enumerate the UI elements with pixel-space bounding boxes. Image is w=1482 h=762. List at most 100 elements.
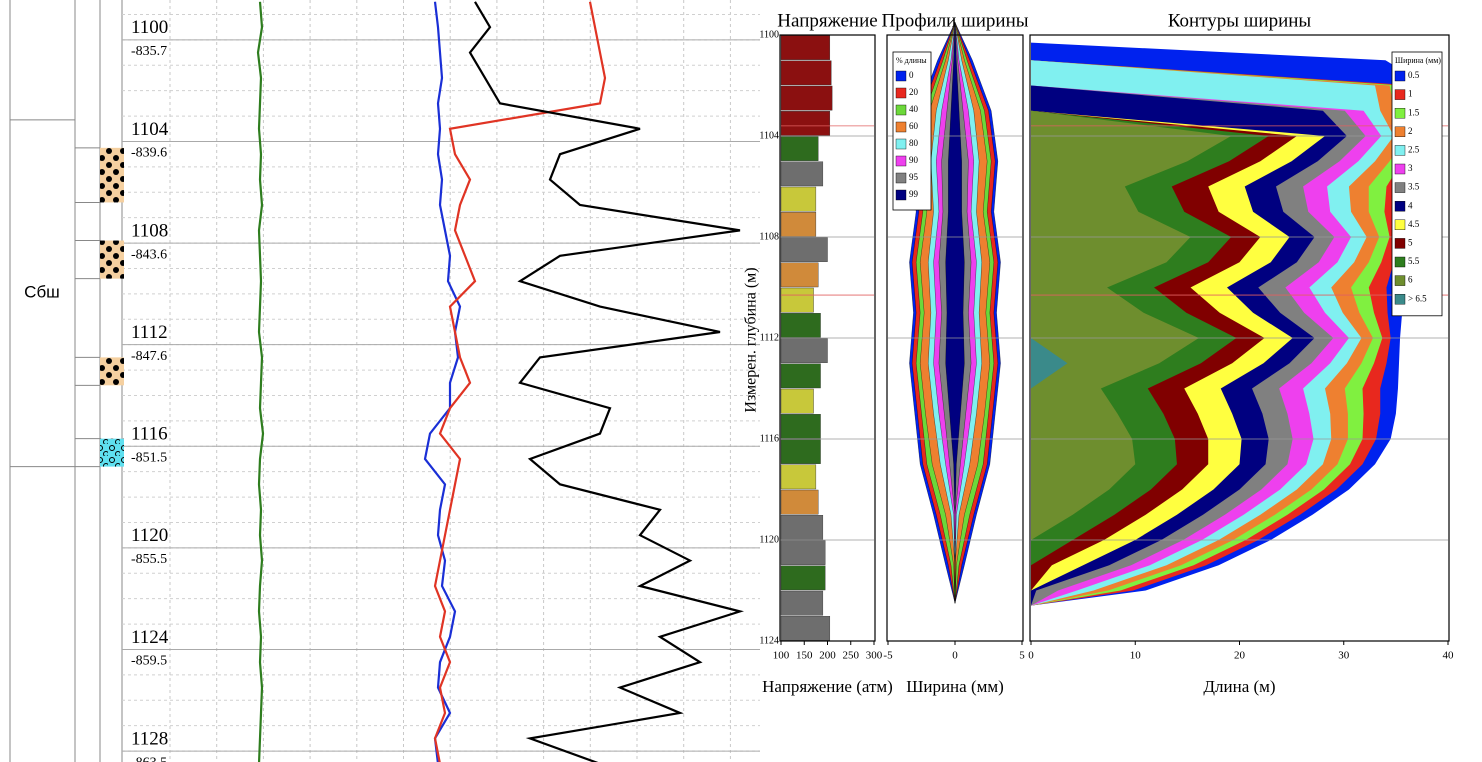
legend-swatch [1394, 200, 1406, 212]
legend-label: 60 [909, 121, 919, 131]
panel-title: Напряжение [777, 10, 877, 31]
legend-swatch [895, 104, 907, 116]
stress-bar [780, 212, 817, 237]
panel-title: Профили ширины [882, 10, 1029, 31]
legend-label: > 6.5 [1408, 293, 1427, 303]
y-tick-label: 1112 [760, 332, 779, 343]
legend-swatch [1394, 126, 1406, 138]
depth-label: 1100 [131, 17, 168, 38]
legend-swatch [895, 155, 907, 167]
stress-bar [780, 464, 817, 490]
legend-swatch [895, 121, 907, 133]
depth-label: 1124 [131, 627, 169, 648]
stress-bar [780, 515, 824, 540]
stress-bar [780, 414, 821, 439]
tvd-label: -839.6 [131, 146, 167, 161]
legend-swatch [895, 87, 907, 99]
legend-swatch [895, 189, 907, 201]
legend-label: 5.5 [1408, 256, 1420, 266]
legend-swatch [1394, 238, 1406, 249]
tvd-label: -855.5 [131, 552, 167, 567]
legend-label: 4.5 [1408, 219, 1420, 229]
stress-bar [780, 186, 817, 212]
x-tick-label: 150 [796, 650, 813, 662]
x-tick-label: 5 [1019, 650, 1025, 662]
legend-label: 2.5 [1408, 144, 1420, 154]
legend-swatch [1394, 107, 1406, 119]
y-tick-label: 1104 [759, 130, 779, 141]
stress-bar [780, 35, 831, 60]
legend-swatch [1394, 256, 1406, 268]
log-curve [468, 1, 745, 762]
stress-bar [780, 489, 819, 515]
depth-label: 1112 [131, 322, 168, 343]
stress-bar [780, 161, 824, 187]
legend-swatch [1394, 219, 1406, 231]
depth-label: 1128 [131, 728, 168, 749]
stress-bar [780, 439, 821, 464]
legend-swatch [895, 138, 907, 150]
legend-label: 2 [1408, 126, 1413, 136]
stress-bar [780, 287, 814, 313]
x-tick-label: 200 [819, 650, 836, 662]
legend-label: 95 [909, 172, 919, 182]
stress-bar [780, 565, 826, 591]
stress-bar [780, 590, 824, 616]
legend-swatch [895, 172, 907, 184]
legend-label: 3.5 [1408, 182, 1420, 192]
stress-bar [780, 60, 832, 86]
panel-title: Контуры ширины [1168, 10, 1312, 31]
legend-label: 5 [1408, 237, 1413, 247]
x-tick-label: 0 [1028, 650, 1034, 662]
x-axis-label: Длина (м) [1203, 677, 1275, 696]
legend-label: 20 [909, 87, 919, 97]
log-curve [433, 1, 607, 762]
y-tick-label: 1100 [759, 29, 779, 40]
x-tick-label: 20 [1234, 650, 1246, 662]
x-axis-label: Напряжение (атм) [762, 677, 893, 696]
legend-swatch [1394, 163, 1406, 175]
legend-swatch [1394, 182, 1406, 193]
stress-bar [780, 388, 814, 414]
legend-label: 4 [1408, 200, 1413, 210]
width-profile [945, 22, 965, 604]
tvd-label: -835.7 [131, 44, 167, 59]
lithology-sand [100, 357, 124, 386]
lithology-sand [100, 147, 124, 203]
y-tick-label: 1108 [759, 231, 779, 242]
x-tick-label: 100 [773, 650, 790, 662]
legend-label: 1 [1408, 89, 1413, 99]
stress-bar [780, 313, 821, 338]
x-tick-label: 40 [1443, 650, 1455, 662]
tvd-label: -851.5 [131, 450, 167, 465]
depth-label: 1108 [131, 220, 168, 241]
legend-label: 1.5 [1408, 107, 1420, 117]
stress-bar [780, 338, 828, 363]
y-tick-label: 1120 [759, 534, 779, 545]
x-tick-label: 0 [952, 650, 958, 662]
legend-title: Ширина (мм) [1395, 56, 1441, 65]
legend-label: 6 [1408, 275, 1413, 285]
legend-label: 3 [1408, 163, 1413, 173]
log-curve [256, 1, 265, 762]
stress-bar [780, 237, 828, 262]
legend-label: 40 [909, 104, 919, 114]
width-contour [1031, 42, 1232, 606]
y-tick-label: 1116 [760, 433, 779, 444]
legend-swatch [1394, 145, 1406, 156]
depth-label: 1116 [131, 424, 168, 445]
tvd-label: -859.5 [131, 654, 167, 669]
legend-title: % длины [896, 56, 927, 65]
legend-swatch [1394, 89, 1406, 100]
lithology-gravel [100, 438, 124, 467]
tvd-label: -863.5 [131, 755, 167, 762]
legend-swatch [895, 70, 907, 82]
stress-bar [780, 85, 833, 111]
depth-label: 1104 [131, 119, 169, 140]
log-curve [423, 1, 462, 762]
stress-bar [780, 136, 819, 161]
stress-bar [780, 111, 831, 136]
stress-bar [780, 540, 826, 565]
